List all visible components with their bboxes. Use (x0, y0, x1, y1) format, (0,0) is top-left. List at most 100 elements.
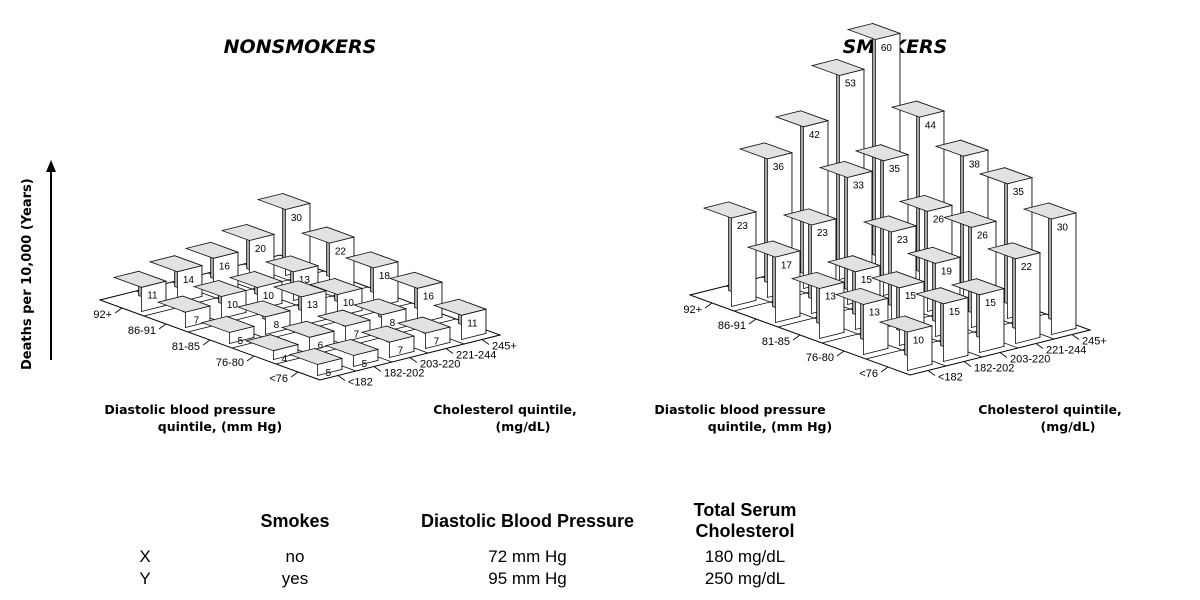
bar-value-label: 17 (781, 260, 793, 271)
bp-tick-label: 92+ (93, 309, 112, 321)
bp-tick-label: 92+ (683, 304, 702, 316)
bar-value-label: 22 (335, 246, 347, 257)
bar-top-face (914, 287, 970, 305)
chol-tick (1035, 343, 1044, 349)
table-header-cell: Diastolic Blood Pressure (420, 510, 635, 531)
table-header-cell (95, 500, 195, 546)
chol-tick (963, 361, 972, 367)
chart-svg: NONSMOKERS 92+ 86-91 81-85 76-80 <76 <182 182-2… (93, 36, 576, 434)
bar-value-label: 15 (905, 291, 917, 302)
bar-value-label: 13 (307, 300, 319, 311)
bp-tick (836, 350, 845, 357)
bar-top-face (192, 280, 248, 297)
bar: 10 (878, 315, 934, 372)
bar-value-label: 16 (423, 292, 435, 303)
table-cell: no (285, 547, 305, 566)
chart-nonsmokers: NONSMOKERS 92+ 86-91 81-85 76-80 <76 <182 182-2… (0, 0, 600, 445)
bar-top-face (810, 58, 866, 76)
bp-tick-label: 86-91 (128, 325, 156, 337)
chol-tick (409, 357, 418, 363)
bar-value-label: 15 (949, 307, 961, 318)
chol-tick-label: 221-244 (1046, 345, 1086, 357)
bar: 10 (192, 279, 248, 320)
bp-tick-label: 76-80 (216, 357, 244, 369)
bp-tick-label: <76 (859, 368, 878, 380)
chol-tick (445, 348, 454, 354)
bar-value-label: 42 (809, 130, 821, 141)
bar-top-face (846, 23, 902, 40)
bar: 18 (344, 251, 400, 309)
table-row: X no 72 mm Hg 180 mg/dL (95, 546, 830, 568)
bar-top-face (782, 208, 838, 226)
bar-value-label: 4 (282, 354, 288, 365)
bar-value-label: 35 (889, 164, 901, 175)
chol-tick-label: 182-202 (974, 363, 1014, 375)
bar-value-label: 7 (354, 329, 360, 340)
bar-top-face (344, 251, 400, 269)
bar: 23 (702, 201, 758, 308)
bar: 15 (914, 287, 970, 363)
bar-value-label: 8 (274, 320, 280, 331)
bar: 7 (316, 309, 372, 343)
bar-top-face (228, 271, 284, 288)
bar-top-face (352, 298, 408, 316)
bar: 11 (432, 298, 488, 341)
bar-value-label: 13 (869, 308, 881, 319)
bar-top-face (818, 160, 874, 178)
bp-tick (792, 334, 801, 341)
bp-tick (114, 307, 123, 314)
bar-value-label: 8 (390, 318, 396, 329)
bar: 4 (244, 334, 300, 365)
chol-tick-label: 245+ (492, 341, 517, 353)
bar-top-face (1022, 202, 1078, 220)
bar-top-face (898, 194, 954, 212)
bar-top-face (288, 348, 344, 365)
bar: 13 (790, 271, 846, 340)
bar-value-label: 5 (326, 368, 332, 379)
bp-tick (158, 323, 167, 330)
chol-tick (927, 370, 936, 376)
bar-value-label: 6 (318, 341, 324, 352)
chol-tick-label: 245+ (1082, 336, 1107, 348)
bar-value-label: 30 (291, 213, 303, 224)
bp-tick (246, 355, 255, 362)
table-cell: 95 mm Hg (488, 569, 567, 588)
table-cell: X (139, 547, 151, 566)
bar-value-label: 23 (817, 228, 829, 239)
bar-value-label: 26 (933, 215, 945, 226)
bar-top-face (200, 316, 256, 333)
bp-tick (704, 302, 713, 309)
table-cell: 72 mm Hg (488, 547, 567, 566)
bar-top-face (388, 271, 444, 289)
bar-top-face (220, 224, 276, 241)
bar-value-label: 16 (219, 262, 231, 273)
bar-top-face (878, 315, 934, 333)
chol-tick (481, 339, 490, 345)
bar-top-face (396, 316, 452, 334)
bar-value-label: 18 (379, 271, 391, 282)
bar-value-label: 5 (238, 336, 244, 347)
bar-top-face (986, 242, 1042, 260)
bar-value-label: 20 (255, 244, 267, 255)
bar-value-label: 23 (737, 221, 749, 232)
bar: 15 (950, 278, 1006, 354)
bp-tick (202, 339, 211, 346)
bar-value-label: 11 (147, 291, 158, 302)
bar-value-label: 36 (773, 162, 785, 173)
bar-top-face (324, 339, 380, 356)
bar-top-face (184, 241, 240, 259)
bar-top-face (870, 271, 926, 289)
chol-tick (373, 366, 382, 372)
bar-top-face (300, 226, 356, 244)
chol-tick-label: 203-220 (1010, 354, 1050, 366)
bar: 5 (288, 347, 344, 379)
y-axis-arrow (46, 160, 56, 360)
y-axis-title: Deaths per 10,000 (Years) (20, 178, 35, 370)
table-header-row: Smokes Diastolic Blood Pressure Total Se… (95, 500, 830, 546)
bp-tick-label: <76 (269, 373, 288, 385)
bar-value-label: 13 (299, 275, 311, 286)
bar-value-label: 19 (941, 267, 953, 278)
bp-tick (880, 366, 889, 373)
chol-tick-label: <182 (938, 372, 963, 384)
bar-top-face (942, 210, 998, 228)
